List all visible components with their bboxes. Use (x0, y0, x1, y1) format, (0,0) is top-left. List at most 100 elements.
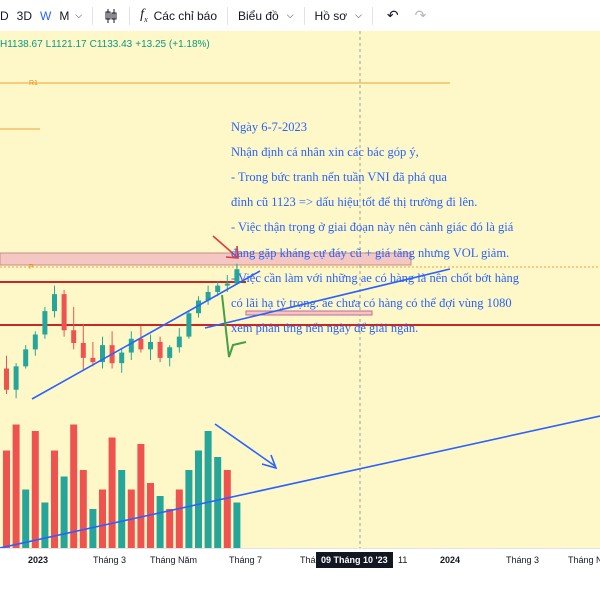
time-axis[interactable]: 2023 Tháng 3 Tháng Năm Tháng 7 Thá 11 20… (0, 548, 600, 573)
r1-label: R1 (29, 80, 38, 87)
volume-bar (204, 431, 212, 548)
chart-area[interactable]: H1138.67 L1121.17 C1133.43 +13.25 (+1.18%) … (0, 31, 600, 548)
candle-body (61, 294, 67, 331)
candle-body (71, 330, 77, 343)
candle (167, 345, 173, 367)
candle-body (32, 334, 38, 350)
candle (128, 331, 134, 360)
candles (4, 263, 240, 399)
top-toolbar: D 3D W M ⌵ fx Các chỉ báo Biểu đồ ⌵ Hồ s… (0, 0, 600, 32)
candle-body (42, 311, 48, 335)
candle-body (176, 336, 182, 348)
chevron-down-icon: ⌵ (355, 10, 362, 20)
candle (205, 285, 211, 305)
candle (176, 328, 182, 353)
timeframe-m[interactable]: M (59, 8, 70, 23)
timeframe-d[interactable]: D (0, 8, 9, 23)
redo-icon: ↷ (414, 7, 427, 23)
volume-bar (79, 470, 87, 548)
undo-icon: ↶ (386, 7, 399, 23)
x-tick: 2023 (28, 555, 49, 565)
p-label: P (29, 264, 34, 271)
volume-bars (3, 424, 241, 548)
ohlc-low: L1121.17 (45, 39, 87, 50)
green-projection-arrow[interactable] (221, 294, 247, 358)
ohlc-change: +13.25 (+1.18%) (135, 39, 210, 50)
ohlc-legend: H1138.67 L1121.17 C1133.43 +13.25 (+1.18%) (0, 39, 213, 50)
undo-button[interactable]: ↶ (379, 0, 407, 31)
candle (119, 349, 125, 373)
red-arrow-head (225, 245, 239, 259)
toolbar-divider (303, 6, 305, 25)
volume-bar (214, 457, 222, 548)
candle (61, 289, 67, 337)
candle (196, 296, 201, 318)
timeframe-3d[interactable]: 3D (16, 8, 33, 23)
candle (186, 310, 192, 339)
target-zone[interactable] (245, 310, 373, 316)
note-line: - Trong bức tranh nến tuần VNI đã phá qu… (231, 169, 447, 184)
volume-bar (185, 470, 193, 548)
chart-type-button[interactable]: Biểu đồ ⌵ (234, 0, 298, 31)
candle-body (205, 292, 211, 301)
trendline-lower[interactable] (31, 270, 261, 400)
x-tick: Tháng Năm (150, 555, 198, 565)
volume-bar (3, 450, 10, 548)
candle-body (52, 294, 57, 312)
candle (215, 281, 221, 297)
volume-bar (166, 509, 174, 548)
chevron-down-icon: ⌵ (286, 10, 294, 20)
candle-body (4, 368, 9, 390)
candle-body (167, 347, 173, 358)
indicators-label: Các chỉ báo (153, 8, 217, 23)
price-chart[interactable] (0, 31, 600, 548)
candle-body (157, 341, 163, 358)
crosshair-date-label: 09 Tháng 10 '23 (316, 552, 393, 568)
volume-bar (31, 431, 39, 548)
candle (4, 355, 9, 394)
x-tick: Tháng N (568, 555, 600, 565)
note-line: đang gặp kháng cự đáy cũ + giá tăng nhưn… (231, 245, 510, 260)
candle (234, 263, 240, 284)
x-tick: Thá (300, 555, 316, 565)
candle-body (100, 345, 105, 363)
red-arrow[interactable] (212, 235, 238, 258)
redo-button[interactable]: ↷ (407, 0, 435, 31)
volume-bar (108, 437, 116, 548)
note-line: Nhận định cá nhân xin các bác góp ý, (231, 144, 419, 159)
candle-body (80, 343, 86, 358)
note-line: Ngày 6-7-2023 (231, 119, 308, 134)
profile-button[interactable]: Hồ sơ ⌵ (311, 0, 366, 31)
volume-bar (22, 489, 30, 548)
volume-arrow[interactable] (214, 423, 276, 467)
candle (32, 331, 38, 356)
note-line: có lãi hạ tỷ trọng. ae chưa có hàng có t… (231, 295, 512, 310)
candlestick-icon (105, 8, 117, 23)
toolbar-divider (371, 6, 373, 25)
candle-body (23, 349, 29, 367)
volume-bar (118, 470, 126, 548)
candle-body (148, 341, 153, 350)
toolbar-divider (129, 6, 131, 25)
volume-bar (99, 489, 106, 548)
trendline-upper[interactable] (204, 268, 451, 329)
candle-body (90, 357, 96, 363)
candle (100, 336, 105, 369)
chevron-down-icon[interactable]: ⌵ (75, 10, 83, 20)
candle-body (215, 285, 221, 292)
resistance-zone[interactable] (0, 252, 412, 266)
volume-bar (51, 450, 58, 548)
analysis-note[interactable]: Ngày 6-7-2023 Nhận định cá nhân xin các … (231, 108, 561, 347)
candle (52, 285, 57, 318)
candle-body (119, 352, 125, 364)
volume-trendline[interactable] (0, 415, 600, 548)
candle-style-button[interactable] (99, 0, 123, 31)
volume-bar (60, 476, 68, 548)
ohlc-high: H1138.67 (0, 39, 43, 50)
note-line: - Việc cần làm với những ae có hàng là n… (231, 270, 520, 285)
timeframe-w[interactable]: W (40, 8, 52, 23)
note-line: xem phản ứng nến ngày để giải ngân. (231, 321, 419, 336)
timeframe-group: D 3D W M ⌵ (0, 0, 86, 31)
candle-body (138, 338, 144, 350)
indicators-button[interactable]: fx Các chỉ báo (136, 0, 221, 31)
